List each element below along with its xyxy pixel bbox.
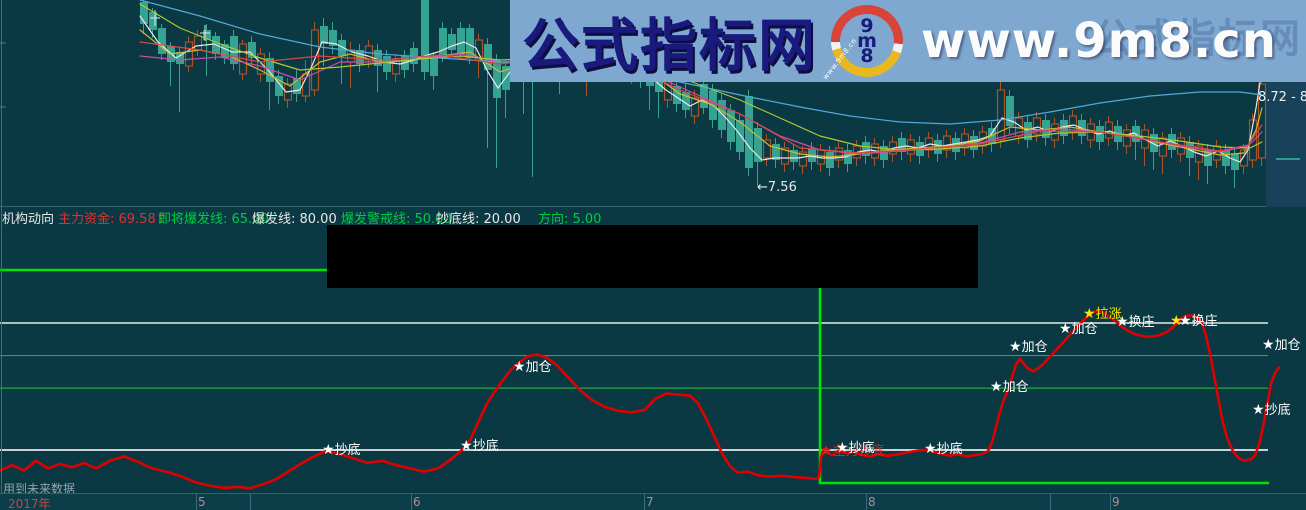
low-price-annotation: ←7.56 [757,180,797,195]
indicator-header-item-6: 方向: 5.00 [538,212,602,227]
indicator-header: 机构动向 主力资金: 69.58↑ 即将爆发线: 65.00 爆发线: 80.00 爆发… [0,208,1306,227]
indicator-header-item-0: 机构动向 [2,212,55,227]
indicator-header-item-1: 主力资金: 69.58↑ [58,212,167,227]
panel-separator [0,206,1306,207]
axis-label: 7 [646,495,654,509]
watermark-banner: 公式指标网 9m8 www.9m8.cn www.9m8.cn 公式指标网 [510,0,1306,82]
future-data-note: 用到未来数据 [3,482,76,496]
watermark-ghost-text: 公式指标网 [1092,16,1302,62]
price-level-dash [1276,158,1300,160]
axis-tick [1050,494,1051,510]
left-axis-border [1,0,2,493]
site-logo-icon: 9m8 www.9m8.cn [821,5,903,81]
logo-glyph: 9m8 [857,14,877,67]
watermark-url: www.9m8.cn [921,13,1277,69]
price-axis-margin: 8.72 - 8. [1258,82,1306,207]
axis-tick [866,494,867,510]
watermark-site-name: 公式指标网 [522,13,817,79]
indicator-header-item-5: 抄底线: 20.00 [436,212,521,227]
axis-tick [1110,494,1111,510]
axis-tick [644,494,645,510]
indicator-header-item-4: 爆发警戒线: 50.00 [341,212,452,227]
axis-label: 2017年 [8,497,51,510]
axis-label: 8 [868,495,876,509]
indicator-header-item-2: 即将爆发线: 65.00 [158,212,269,227]
axis-label: 9 [1112,495,1120,509]
axis-tick [250,494,251,510]
redaction-box [327,225,978,288]
main-price-chart[interactable] [0,0,1306,207]
axis-tick [411,494,412,510]
price-range-label: 8.72 - 8. [1258,90,1306,105]
time-axis[interactable]: 2017年 5 6 7 8 9 [0,493,1306,510]
axis-label: 6 [413,495,421,509]
axis-label: 5 [198,495,206,509]
axis-tick [196,494,197,510]
indicator-header-item-3: 爆发线: 80.00 [252,212,337,227]
